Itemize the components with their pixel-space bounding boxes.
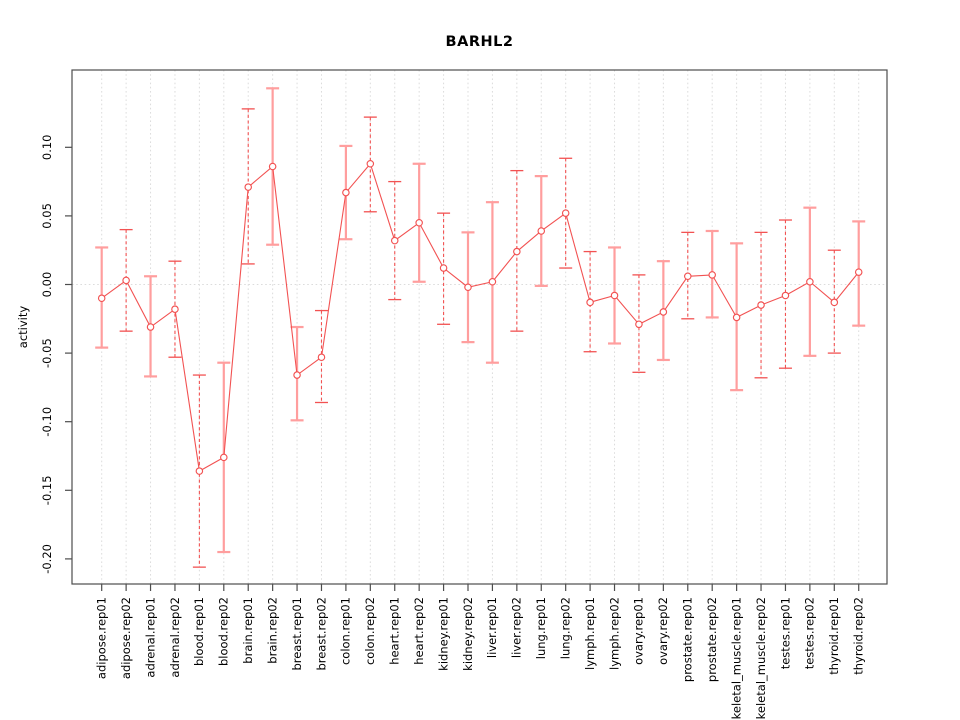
x-tick-label: adipose.rep01 <box>95 597 109 679</box>
data-point <box>561 209 570 217</box>
data-point <box>439 264 448 272</box>
data-point <box>195 467 204 475</box>
x-tick-label: lung.rep02 <box>558 597 572 659</box>
y-tick-label: -0.10 <box>40 407 54 437</box>
series-line <box>101 162 860 472</box>
x-tick-label: blood.rep02 <box>217 597 231 666</box>
data-point <box>415 218 423 227</box>
x-tick-label: brain.rep01 <box>241 597 255 664</box>
data-point <box>220 453 228 462</box>
y-tick-label: 0.00 <box>40 272 54 298</box>
x-tick-label: heart.rep02 <box>412 597 426 665</box>
x-tick-label: adipose.rep02 <box>119 597 133 679</box>
data-point <box>244 183 252 191</box>
x-tick-label: ovary.rep02 <box>656 597 670 665</box>
y-tick-label: -0.05 <box>40 338 54 368</box>
x-tick-label: colon.rep02 <box>363 597 377 665</box>
data-point <box>635 320 643 329</box>
x-tick-label: kidney.rep01 <box>436 597 450 671</box>
data-point <box>806 277 814 286</box>
y-axis-title: activity <box>16 306 30 349</box>
x-tick-label: liver.rep01 <box>485 597 499 658</box>
data-point <box>830 298 839 307</box>
data-point <box>659 308 668 316</box>
data-point <box>342 188 350 197</box>
x-tick-label: adrenal.rep02 <box>168 597 182 678</box>
data-point <box>488 277 497 286</box>
data-point <box>171 305 179 313</box>
data-point <box>684 272 692 281</box>
x-tick-label: brain.rep02 <box>265 597 279 664</box>
y-tick-label: -0.20 <box>40 544 54 574</box>
x-tick-label: breast.rep02 <box>314 597 328 671</box>
y-tick-label: 0.10 <box>40 134 54 160</box>
data-point <box>366 159 375 168</box>
data-point <box>464 283 472 292</box>
x-tick-label: skeletal_muscle.rep01 <box>729 597 743 720</box>
data-point <box>293 371 301 379</box>
x-tick-label: lymph.rep01 <box>583 597 597 670</box>
x-tick-label: liver.rep02 <box>510 597 524 658</box>
x-tick-label: breast.rep01 <box>290 597 304 671</box>
data-point <box>708 271 716 279</box>
data-point <box>97 294 106 302</box>
data-point <box>537 227 546 235</box>
data-point <box>854 268 863 276</box>
x-tick-label: thyroid.rep02 <box>852 597 866 675</box>
x-tick-label: testes.rep01 <box>778 597 792 669</box>
x-tick-label: adrenal.rep01 <box>143 597 157 678</box>
data-point <box>317 353 326 361</box>
x-tick-label: prostate.rep02 <box>705 597 719 682</box>
x-tick-label: lymph.rep02 <box>607 597 621 670</box>
x-tick-label: colon.rep01 <box>339 597 353 665</box>
data-point <box>781 291 790 300</box>
x-tick-label: heart.rep01 <box>388 597 402 665</box>
y-tick-label: 0.05 <box>40 203 54 229</box>
plot-frame <box>71 69 888 585</box>
x-tick-label: kidney.rep02 <box>461 597 475 671</box>
data-point <box>586 298 594 307</box>
x-tick-label: testes.rep02 <box>803 597 817 669</box>
data-point <box>732 313 741 322</box>
y-tick-label: -0.15 <box>40 475 54 505</box>
data-point <box>513 247 521 256</box>
chart-title: BARHL2 <box>446 34 514 50</box>
x-tick-label: ovary.rep01 <box>632 597 646 665</box>
x-tick-label: prostate.rep01 <box>681 597 695 682</box>
data-point <box>390 236 399 245</box>
x-tick-label: blood.rep01 <box>192 597 206 666</box>
data-point <box>122 276 130 285</box>
data-point <box>757 301 765 309</box>
x-tick-label: skeletal_muscle.rep02 <box>754 597 768 720</box>
data-point <box>146 323 155 331</box>
data-point <box>610 291 619 300</box>
x-tick-label: thyroid.rep01 <box>827 597 841 675</box>
data-point <box>268 162 277 171</box>
x-tick-label: lung.rep01 <box>534 597 548 659</box>
